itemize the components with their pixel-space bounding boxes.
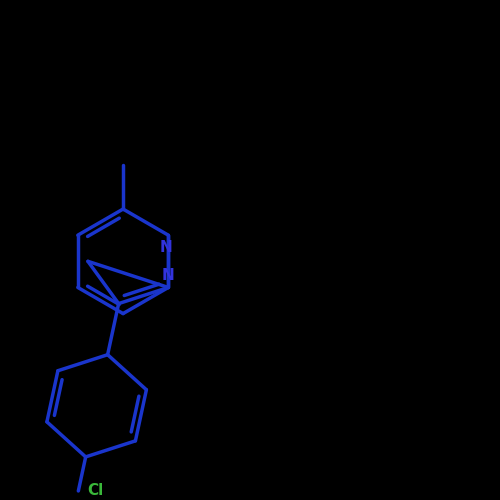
Text: Cl: Cl [88,484,104,498]
Text: N: N [162,268,174,282]
Text: N: N [160,240,172,255]
